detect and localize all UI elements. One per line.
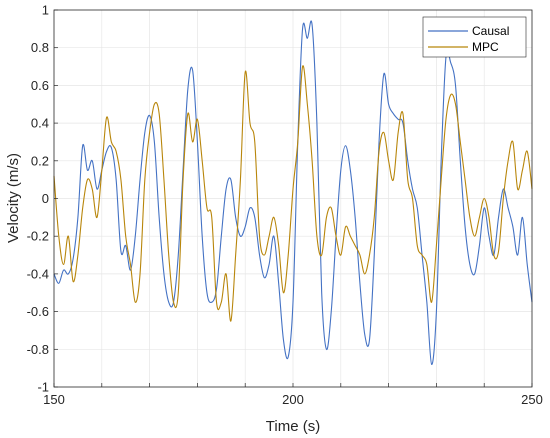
y-tick-label: 1 [42, 3, 49, 18]
series-line-causal [53, 20, 533, 365]
y-tick-label: 0.4 [31, 116, 49, 131]
y-tick-label: 0.8 [31, 40, 49, 55]
y-tick-labels: -1 -0.8 -0.6 -0.4 -0.2 0 0.2 0.4 0.6 0.8 1 [27, 3, 49, 395]
x-axis-title: Time (s) [266, 418, 320, 435]
series-lines [53, 20, 533, 365]
y-tick-label: -0.4 [27, 266, 49, 281]
y-tick-label: -1 [37, 380, 49, 395]
y-axis-title: Velocity (m/s) [5, 153, 22, 243]
y-tick-label: -0.8 [27, 342, 49, 357]
x-tick-label: 150 [43, 392, 65, 407]
y-tick-label: -0.6 [27, 304, 49, 319]
axis-ticks [53, 9, 533, 388]
x-tick-label: 250 [521, 392, 543, 407]
y-tick-label: -0.2 [27, 229, 49, 244]
x-tick-labels: 150 200 250 [43, 392, 543, 407]
y-tick-label: 0 [42, 191, 49, 206]
y-tick-label: 0.6 [31, 78, 49, 93]
legend: Causal MPC [422, 16, 527, 58]
legend-label-causal: Causal [472, 24, 509, 38]
y-tick-label: 0.2 [31, 153, 49, 168]
series-line-mpc [53, 65, 533, 322]
legend-label-mpc: MPC [472, 40, 499, 54]
x-tick-label: 200 [282, 392, 304, 407]
legend-box [422, 16, 527, 58]
